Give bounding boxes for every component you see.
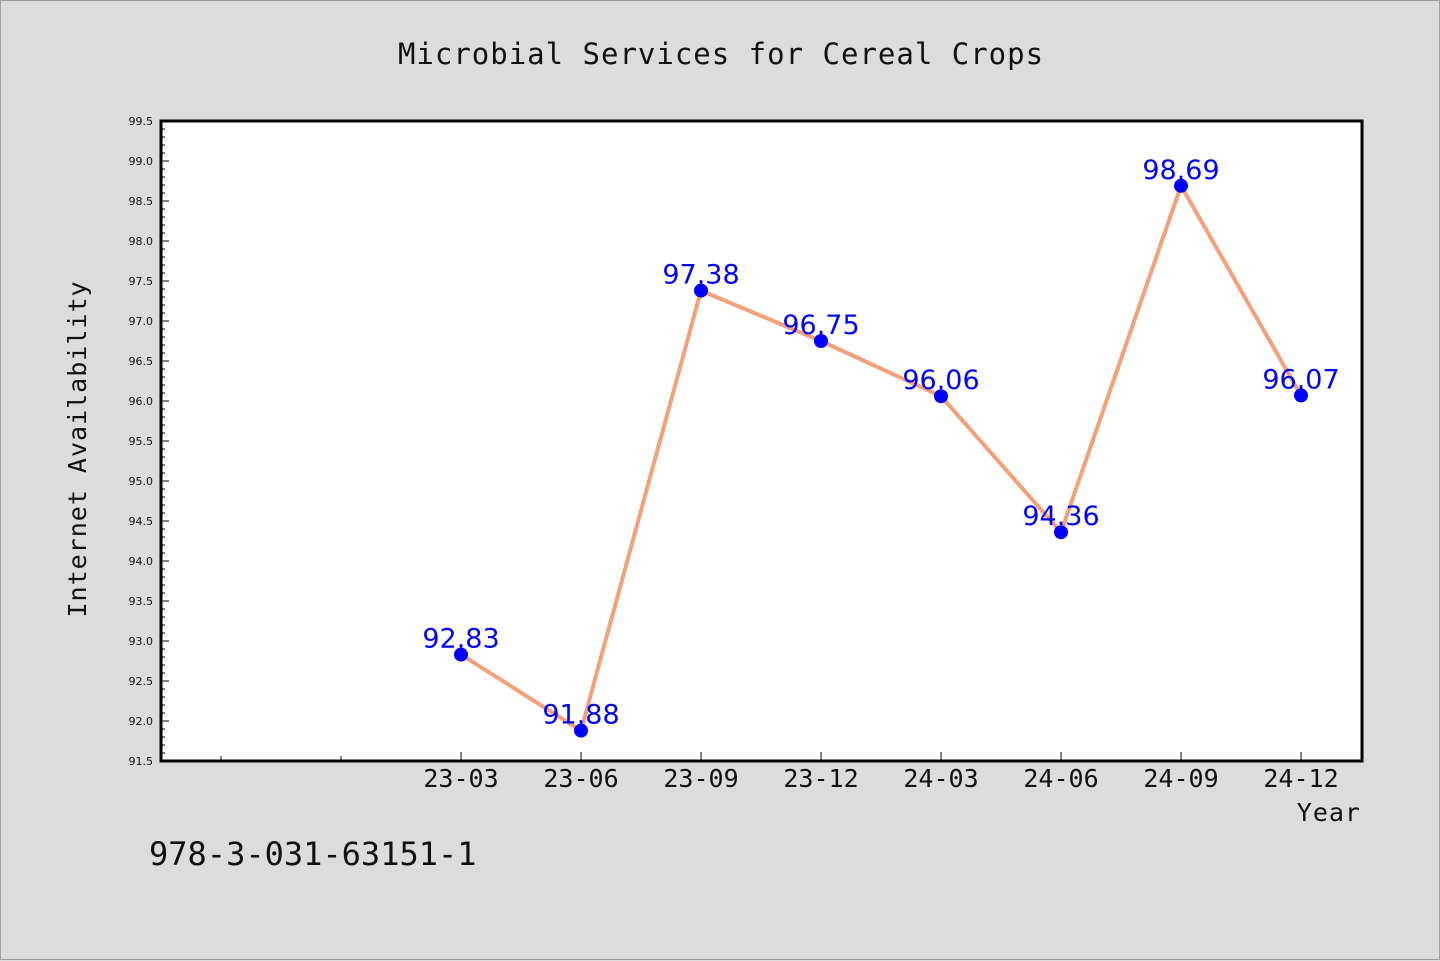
data-point [1054, 525, 1068, 540]
isbn-text: 978-3-031-63151-1 [149, 835, 477, 873]
y-tick-label: 96.5 [129, 355, 154, 368]
y-tick-label: 94.0 [129, 555, 154, 568]
data-point [1294, 388, 1308, 403]
data-point [694, 283, 708, 298]
y-tick-label: 99.5 [129, 115, 154, 128]
y-tick-label: 92.5 [129, 675, 154, 688]
x-tick-label: 23-12 [783, 764, 858, 793]
chart-title: Microbial Services for Cereal Crops [398, 37, 1044, 71]
y-tick-label: 97.5 [129, 275, 154, 288]
x-tick-label: 23-03 [423, 764, 498, 793]
x-tick-label: 24-03 [903, 764, 978, 793]
y-axis: 91.5 92.0 92.5 93.0 93.5 94.0 94.5 95.0 95.5 96.0… [129, 115, 169, 768]
series-layer: 92.83 91.88 97.38 96.75 96.06 94.36 98.69 96.07 [422, 155, 1340, 738]
x-tick-label: 23-06 [543, 764, 618, 793]
data-label: 96.75 [782, 310, 859, 341]
x-tick-label: 24-06 [1023, 764, 1098, 793]
data-label: 97.38 [662, 260, 739, 291]
data-point [454, 647, 468, 662]
y-tick-label: 94.5 [129, 515, 154, 528]
data-label: 98.69 [1142, 155, 1219, 186]
y-tick-label: 93.5 [129, 595, 154, 608]
data-point [934, 389, 948, 404]
data-label: 96.06 [902, 365, 979, 396]
y-tick-label: 98.0 [129, 235, 154, 248]
y-tick-label: 97.0 [129, 315, 154, 328]
y-tick-label: 93.0 [129, 635, 154, 648]
y-tick-label: 95.0 [129, 475, 154, 488]
series-line [459, 183, 1303, 733]
x-tick-label: 23-09 [663, 764, 738, 793]
y-axis-label: Internet Availability [63, 280, 92, 617]
data-point [1174, 178, 1188, 193]
x-tick-label: 24-09 [1143, 764, 1218, 793]
y-tick-label: 96.0 [129, 395, 154, 408]
data-label: 92.83 [422, 624, 499, 655]
data-label: 91.88 [542, 700, 619, 731]
data-point [574, 723, 588, 738]
data-point [814, 334, 828, 348]
y-tick-label: 91.5 [129, 755, 154, 768]
y-tick-label: 99.0 [129, 155, 154, 168]
x-axis-label: Year [1297, 798, 1361, 827]
data-label: 96.07 [1262, 364, 1339, 395]
y-tick-label: 92.0 [129, 715, 154, 728]
plot-area [159, 119, 1364, 763]
y-tick-label: 98.5 [129, 195, 154, 208]
data-label: 94.36 [1022, 501, 1099, 532]
x-axis: 23-03 23-06 23-09 23-12 24-03 24-06 24-09 24-12 [220, 752, 1339, 793]
y-tick-label: 95.5 [129, 435, 154, 448]
x-tick-label: 24-12 [1263, 764, 1338, 793]
